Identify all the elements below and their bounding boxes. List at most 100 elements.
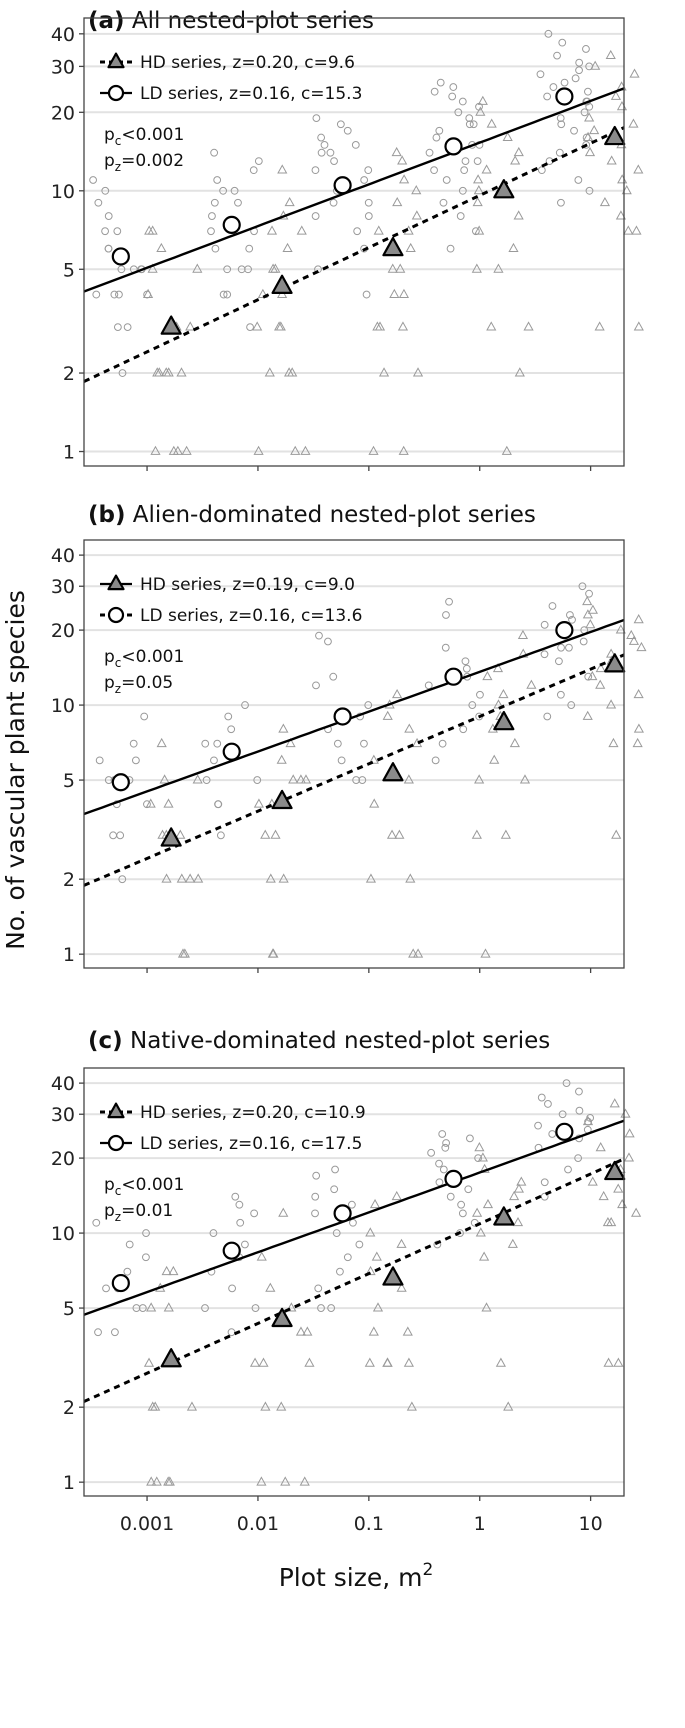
hd-raw-point — [143, 1357, 155, 1367]
hd-raw-point — [493, 699, 504, 709]
ld-raw-point — [436, 78, 445, 87]
hd-raw-point — [146, 1476, 157, 1486]
ld-raw-point — [568, 615, 576, 624]
hd-raw-point — [606, 1217, 617, 1227]
ld-raw-point — [251, 1304, 260, 1312]
hd-raw-point — [582, 609, 594, 619]
hd-raw-point — [285, 737, 296, 748]
hd-raw-point — [489, 754, 500, 764]
ld-raw-point — [564, 1165, 572, 1174]
y-tick-label: 2 — [63, 363, 75, 385]
hd-raw-point — [472, 196, 483, 207]
ld-raw-point — [557, 643, 565, 652]
ld-mean-point — [111, 1273, 130, 1293]
ld-raw-point — [317, 1304, 325, 1312]
ld-raw-point — [101, 186, 110, 195]
hd-raw-point — [605, 699, 617, 709]
ld-raw-point — [557, 120, 566, 129]
hd-raw-point — [519, 774, 531, 784]
hd-raw-point — [151, 1476, 162, 1486]
hd-raw-point — [500, 829, 511, 839]
hd-mean-point — [160, 827, 182, 847]
ld-raw-point — [223, 265, 232, 274]
hd-raw-point — [270, 829, 281, 839]
ld-fit-line — [83, 87, 625, 293]
hd-raw-point — [471, 263, 482, 273]
ld-raw-point — [237, 265, 246, 274]
ld-mean-point — [333, 707, 352, 726]
ld-raw-point — [445, 597, 453, 606]
p-value-c: pc<0.001 — [104, 1175, 184, 1198]
ld-raw-point — [555, 148, 564, 157]
ld-raw-point — [329, 672, 338, 681]
ld-raw-point — [113, 227, 122, 236]
legend-label: LD series, z=0.16, c=17.5 — [140, 1134, 362, 1154]
legend-item-ld: LD series, z=0.16, c=13.6 — [100, 606, 362, 626]
ld-raw-point — [562, 1079, 571, 1088]
panel-c: (c) Native-dominated nested-plot series 1… — [51, 1028, 642, 1501]
hd-raw-point — [395, 263, 406, 273]
ld-raw-point — [234, 198, 242, 207]
hd-raw-point — [287, 367, 298, 377]
y-tick-label: 2 — [63, 1397, 75, 1419]
hd-raw-point — [502, 131, 513, 141]
ld-raw-point — [250, 1209, 259, 1218]
ld-raw-point — [219, 290, 228, 299]
hd-raw-point — [145, 798, 156, 808]
hd-mean-point — [604, 1160, 626, 1181]
hd-raw-point — [284, 196, 295, 207]
hd-raw-point — [613, 1357, 624, 1367]
hd-raw-point — [372, 1302, 384, 1312]
ld-raw-point — [540, 650, 549, 659]
hd-raw-point — [636, 641, 647, 652]
x-tick-label: 1 — [474, 1513, 486, 1535]
ld-raw-point — [349, 1218, 357, 1227]
hd-raw-point — [260, 1401, 271, 1411]
ld-raw-point — [534, 1121, 542, 1130]
x-tick-label: 0.001 — [120, 1513, 174, 1535]
legend-label: HD series, z=0.20, c=10.9 — [140, 1103, 366, 1123]
ld-raw-point — [457, 1200, 466, 1209]
ld-raw-point — [427, 1148, 436, 1157]
hd-raw-point — [411, 185, 422, 195]
hd-raw-point — [258, 1357, 269, 1367]
ld-fit-line — [83, 618, 625, 816]
hd-raw-point — [632, 737, 643, 748]
hd-raw-point — [147, 263, 158, 273]
ld-raw-point — [311, 1192, 320, 1201]
hd-raw-point — [610, 90, 622, 100]
hd-raw-point — [365, 873, 377, 883]
ld-raw-point — [540, 620, 549, 629]
ld-raw-point — [469, 120, 478, 129]
ld-raw-point — [454, 108, 463, 117]
hd-raw-point — [252, 321, 263, 331]
ld-raw-point — [570, 126, 578, 135]
ld-raw-point — [353, 227, 362, 236]
hd-raw-point — [513, 146, 524, 157]
hd-raw-point — [402, 1326, 413, 1336]
ld-raw-point — [129, 739, 138, 748]
hd-raw-point — [472, 1207, 483, 1217]
ld-raw-point — [442, 1139, 450, 1147]
hd-raw-point — [286, 1302, 297, 1312]
ld-raw-point — [575, 66, 583, 75]
hd-raw-point — [594, 321, 605, 331]
ld-raw-point — [558, 38, 567, 47]
legend-item-ld: LD series, z=0.16, c=17.5 — [100, 1134, 362, 1154]
hd-raw-point — [495, 1357, 506, 1367]
hd-raw-point — [512, 1217, 524, 1227]
hd-raw-point — [161, 367, 172, 377]
hd-raw-point — [405, 873, 416, 883]
y-tick-label: 20 — [51, 1148, 75, 1170]
ld-mean-point — [555, 1122, 574, 1141]
ld-raw-point — [438, 739, 447, 748]
ld-raw-point — [331, 1165, 339, 1174]
hd-raw-point — [486, 118, 497, 128]
hd-raw-point — [295, 774, 306, 784]
hd-raw-point — [633, 723, 645, 733]
hd-raw-point — [163, 798, 174, 808]
hd-raw-point — [172, 445, 183, 455]
hd-mean-point — [382, 762, 404, 782]
ld-raw-point — [556, 690, 565, 699]
hd-raw-point — [142, 288, 154, 298]
